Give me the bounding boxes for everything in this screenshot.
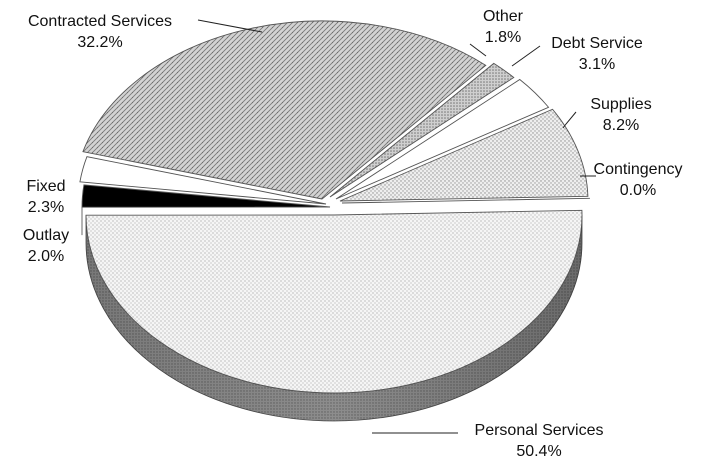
pie-slice-contingency — [341, 197, 590, 204]
slice-label-outlay: Outlay 2.0% — [23, 227, 69, 265]
pie-slice-debt-service — [335, 78, 550, 200]
leader-line-contracted-services — [197, 19, 263, 33]
pie-slice-contracted-services — [82, 20, 487, 200]
slice-label-value: 2.0% — [28, 248, 64, 265]
slice-label-name: Outlay — [23, 227, 69, 244]
pie-slices — [79, 20, 590, 394]
slice-label-contingency: Contingency 0.0% — [594, 161, 683, 199]
slice-label-name: Other — [483, 8, 524, 25]
slice-label-other: Other 1.8% — [483, 8, 524, 46]
slice-label-value: 3.1% — [579, 56, 615, 73]
pie-slice-other — [329, 62, 515, 198]
pie-slice-outlay — [81, 184, 331, 208]
slice-label-value: 0.0% — [620, 182, 656, 199]
leader-line-debt-service — [511, 45, 541, 67]
slice-label-name: Personal Services — [475, 422, 604, 439]
slice-label-debt-service: Debt Service 3.1% — [551, 35, 643, 73]
slice-label-personal-services: Personal Services 50.4% — [475, 422, 604, 459]
pie-slice-personal-services — [85, 209, 583, 394]
pie-slice-supplies — [339, 108, 589, 202]
slice-label-name: Contingency — [594, 161, 683, 178]
pie-slice-fixed — [79, 156, 327, 205]
leader-lines — [197, 19, 596, 434]
slice-label-value: 2.3% — [28, 199, 64, 216]
slice-label-contracted-services: Contracted Services 32.2% — [28, 13, 172, 51]
slice-label-fixed: Fixed 2.3% — [26, 178, 65, 216]
slice-label-value: 50.4% — [516, 443, 561, 459]
slice-label-name: Debt Service — [551, 35, 643, 52]
leader-line-supplies — [562, 111, 577, 129]
slice-label-name: Supplies — [590, 96, 651, 113]
slice-label-value: 32.2% — [77, 34, 122, 51]
leader-line-other — [469, 43, 487, 57]
slice-label-name: Contracted Services — [28, 13, 172, 30]
slice-label-value: 8.2% — [603, 117, 639, 134]
slice-label-supplies: Supplies 8.2% — [590, 96, 651, 134]
slice-label-name: Fixed — [26, 178, 65, 195]
slice-label-value: 1.8% — [485, 29, 521, 46]
